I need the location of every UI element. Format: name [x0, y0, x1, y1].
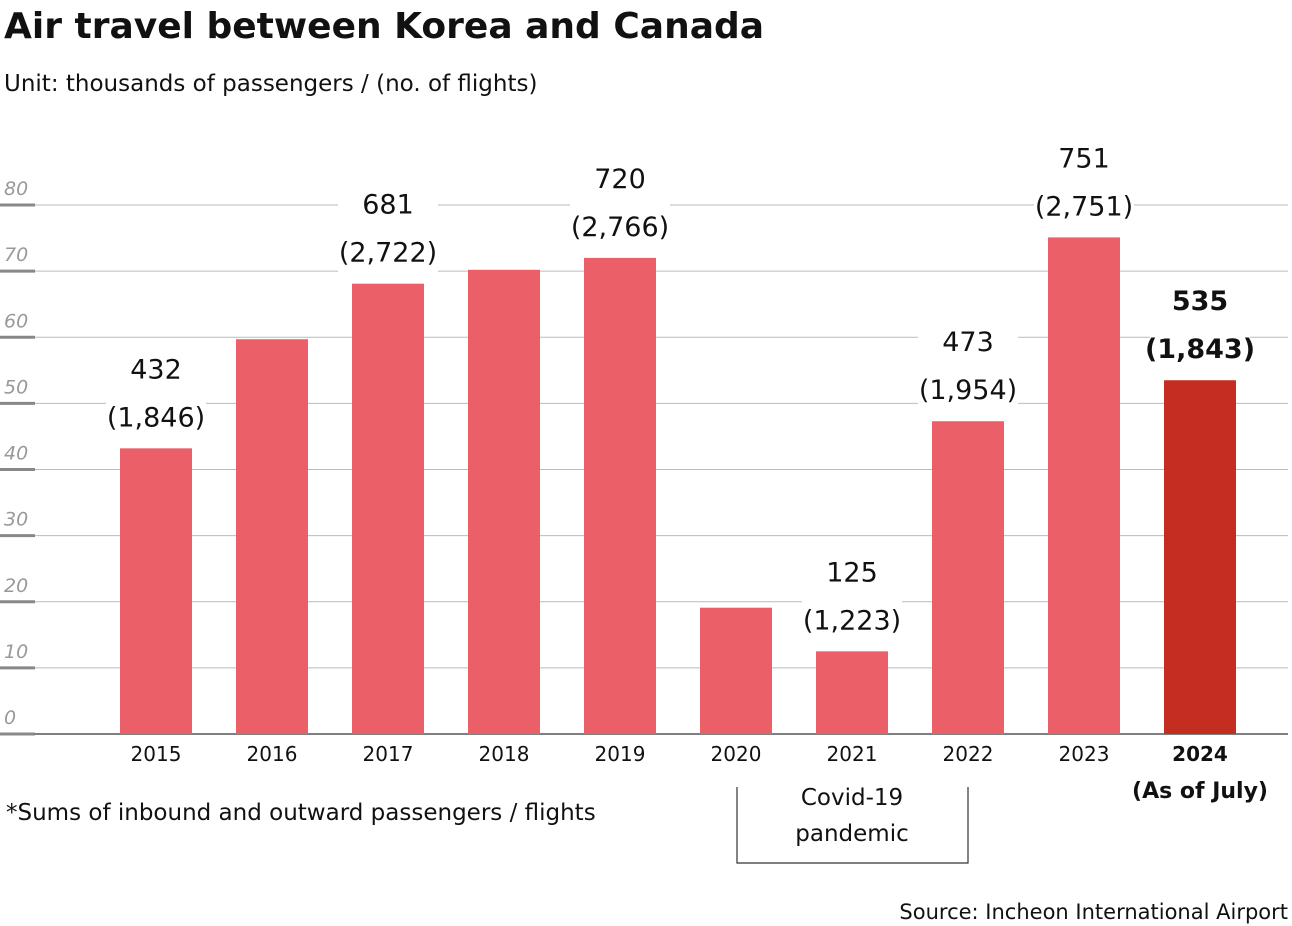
- bar: [236, 339, 308, 734]
- annotation: Covid-19 pandemic: [795, 785, 908, 847]
- value-label: 125: [826, 557, 878, 588]
- y-tick-label: 40: [4, 443, 28, 465]
- x-tick-note: (As of July): [1132, 779, 1268, 804]
- y-tick-label: 80: [4, 178, 28, 200]
- bar: [700, 607, 772, 734]
- label-bg: [1150, 276, 1250, 371]
- y-tick-label: 10: [4, 641, 28, 663]
- footnote: *Sums of inbound and outward passengers …: [6, 800, 596, 826]
- value-label: 751: [1058, 143, 1110, 174]
- y-tick-label: 0: [4, 707, 16, 729]
- label-bg: [338, 179, 438, 274]
- label-bg: [802, 547, 902, 642]
- bar: [120, 448, 192, 734]
- x-tick-label: 2022: [943, 742, 994, 766]
- value-label: 535: [1172, 286, 1228, 317]
- value-label: 720: [594, 164, 646, 195]
- bar: [1048, 237, 1120, 734]
- source: Source: Incheon International Airport: [899, 900, 1288, 924]
- bar: [584, 257, 656, 734]
- x-tick-label: 2019: [595, 742, 646, 766]
- y-tick-label: 70: [4, 244, 28, 266]
- bar: [352, 283, 424, 734]
- label-bg: [570, 153, 670, 248]
- x-tick-label: 2020: [711, 742, 762, 766]
- x-tick-label: 2023: [1059, 742, 1110, 766]
- flight-label: (2,722): [339, 238, 437, 269]
- flight-label: (1,843): [1145, 334, 1255, 365]
- value-label: 432: [130, 354, 182, 385]
- flight-label: (2,766): [571, 212, 669, 243]
- label-bg: [106, 344, 206, 439]
- x-tick-label: 2024: [1172, 742, 1228, 766]
- flight-label: (2,751): [1035, 191, 1133, 222]
- x-tick-label: 2015: [131, 742, 182, 766]
- bar: [932, 421, 1004, 734]
- x-tick-label: 2017: [363, 742, 414, 766]
- chart-subtitle: Unit: thousands of passengers / (no. of …: [4, 71, 537, 97]
- chart-title: Air travel between Korea and Canada: [4, 6, 764, 47]
- bar: [468, 269, 540, 734]
- y-tick-label: 30: [4, 509, 28, 531]
- value-label: 681: [362, 190, 414, 221]
- annotation-bracket: [736, 787, 969, 864]
- bar: [816, 651, 888, 734]
- x-tick-label: 2018: [479, 742, 530, 766]
- y-tick-label: 20: [4, 575, 28, 597]
- flight-label: (1,954): [919, 375, 1017, 406]
- x-tick-label: 2016: [247, 742, 298, 766]
- label-bg: [918, 317, 1018, 412]
- label-bg: [1034, 133, 1134, 228]
- x-tick-label: 2021: [827, 742, 878, 766]
- flight-label: (1,223): [803, 605, 901, 636]
- flight-label: (1,846): [107, 402, 205, 433]
- y-tick-label: 50: [4, 376, 28, 398]
- bar: [1164, 380, 1236, 734]
- y-tick-label: 60: [4, 310, 28, 332]
- value-label: 473: [942, 327, 994, 358]
